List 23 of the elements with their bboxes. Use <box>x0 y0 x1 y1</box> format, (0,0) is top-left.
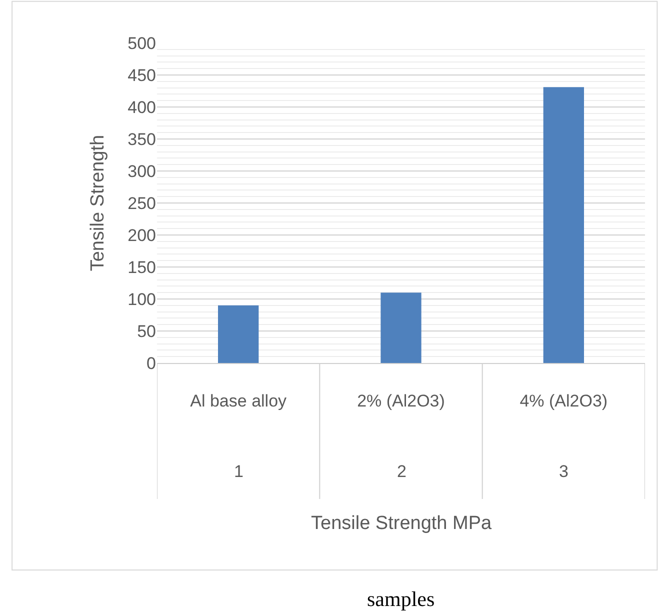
bar <box>543 87 584 363</box>
text: Tensile Strength MPa <box>311 513 492 534</box>
y-tick-label: 50 <box>137 322 156 341</box>
bar <box>380 292 422 363</box>
x-tick-label: Al base alloy <box>190 391 288 410</box>
bar <box>218 305 259 363</box>
y-tick-label: 350 <box>128 130 156 149</box>
y-tick-label: 0 <box>146 354 156 373</box>
y-tick-label: 500 <box>128 34 156 53</box>
x-tick-label: 2% (Al2O3) <box>357 391 445 410</box>
y-tick-label: 150 <box>128 258 156 277</box>
y-tick-label: 300 <box>128 162 156 181</box>
x-tick-label: 4% (Al2O3) <box>520 391 608 410</box>
text: 2 <box>397 462 406 481</box>
text: 1 <box>234 462 244 481</box>
y-tick-label: 450 <box>128 66 156 85</box>
y-tick-label: 400 <box>128 98 156 117</box>
y-tick-label: 200 <box>128 226 156 245</box>
y-tick-label: 250 <box>128 194 156 213</box>
text: samples <box>367 587 435 611</box>
y-tick-label: 100 <box>128 290 156 309</box>
text: 3 <box>559 462 568 481</box>
y-axis-title: Tensile Strength <box>87 134 108 272</box>
